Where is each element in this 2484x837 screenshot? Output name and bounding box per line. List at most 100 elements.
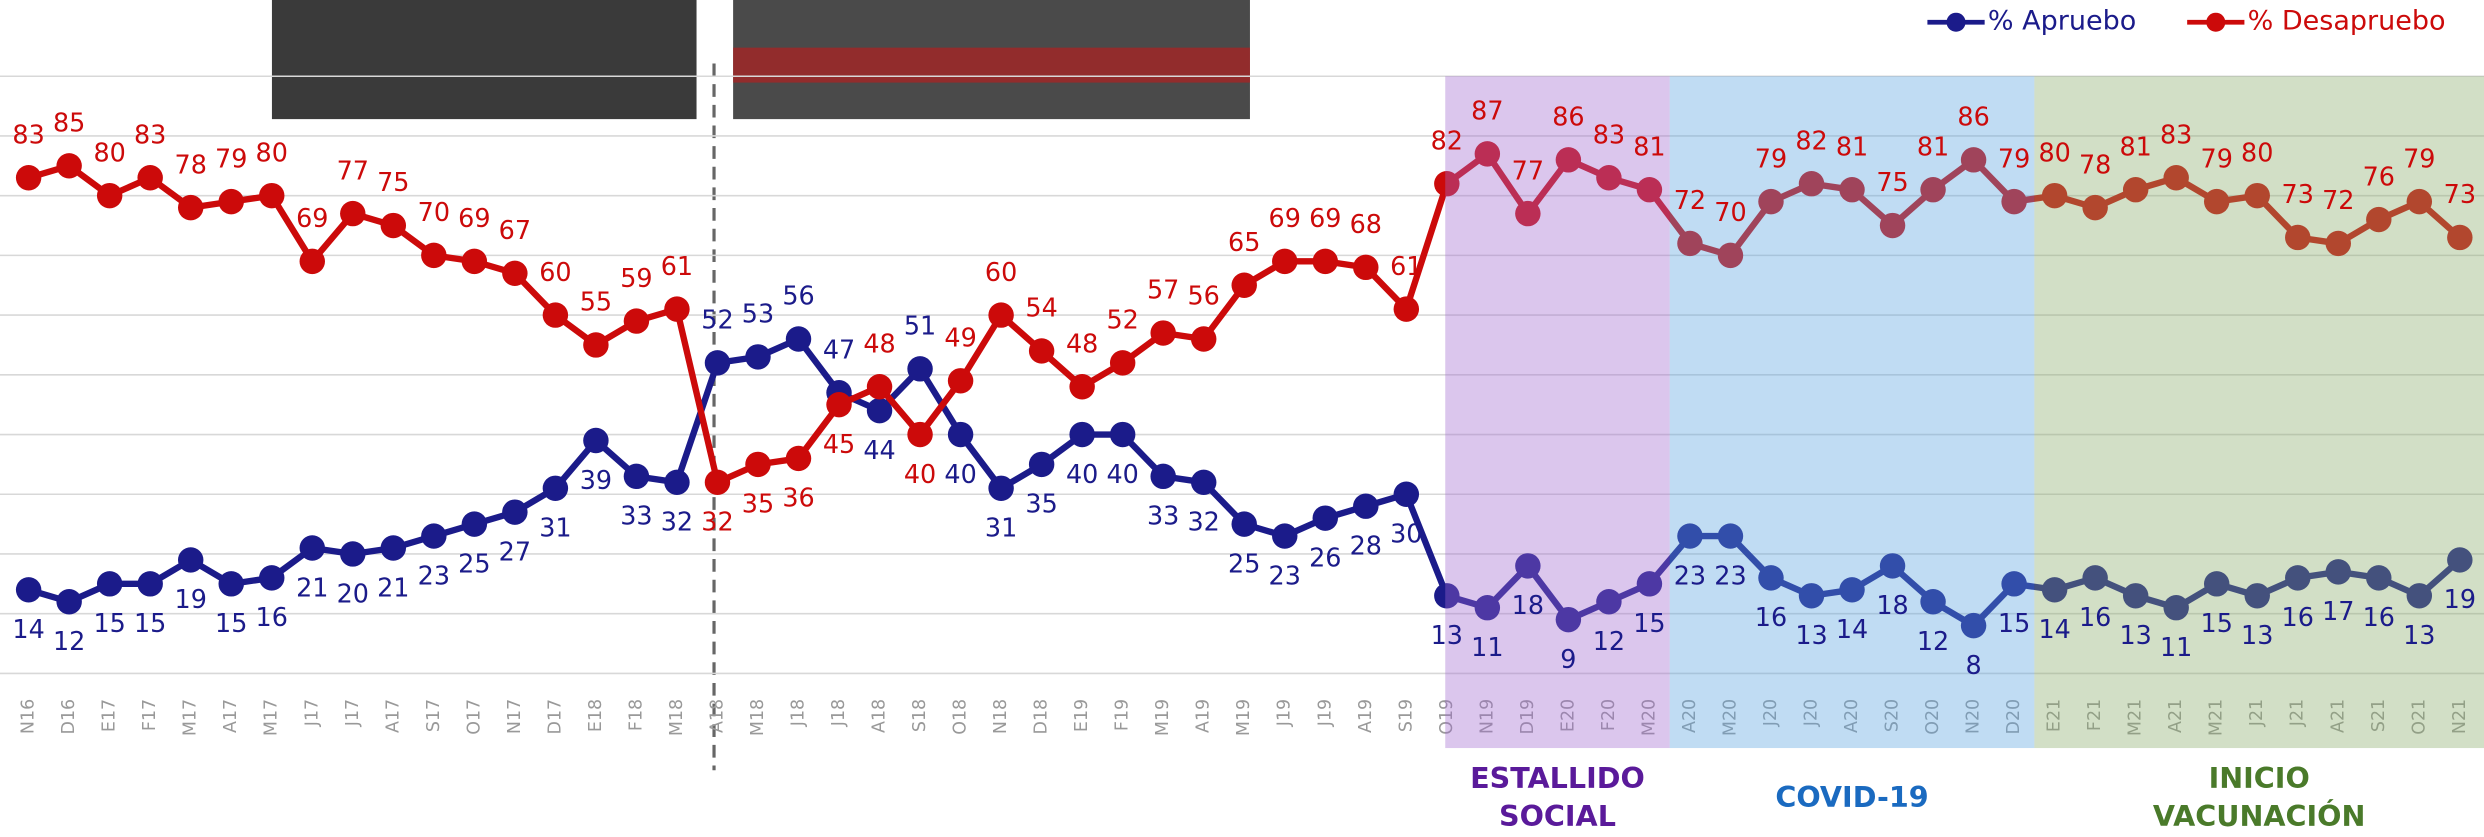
x-tick-label: E17 — [100, 699, 120, 732]
value-label: 86 — [1552, 102, 1584, 132]
value-label: 32 — [661, 507, 693, 537]
value-label: 14 — [12, 614, 44, 644]
point — [137, 165, 162, 190]
point — [907, 356, 932, 381]
value-label: 81 — [1836, 131, 1868, 161]
point — [340, 541, 365, 566]
value-label: 13 — [2241, 620, 2273, 650]
value-label: 23 — [1269, 560, 1301, 590]
x-tick-label: M19 — [1234, 699, 1254, 736]
value-label: 16 — [1755, 602, 1787, 632]
value-label: 83 — [12, 119, 44, 149]
point — [462, 511, 487, 536]
point — [1150, 464, 1175, 489]
point — [988, 302, 1013, 327]
point — [421, 523, 446, 548]
value-label: 65 — [1228, 227, 1260, 257]
legend-marker — [1946, 13, 1965, 32]
value-label: 12 — [1593, 626, 1625, 656]
point — [1394, 296, 1419, 321]
value-label: 85 — [53, 108, 85, 138]
legend-marker — [2206, 13, 2225, 32]
value-label: 79 — [2403, 143, 2435, 173]
x-tick-label: M17 — [181, 699, 201, 736]
value-label: 18 — [1512, 590, 1544, 620]
value-label: 12 — [53, 626, 85, 656]
x-tick-label: N18 — [991, 699, 1011, 734]
legend-label: % Apruebo — [1988, 6, 2136, 37]
value-label: 76 — [2363, 161, 2395, 191]
point — [178, 195, 203, 220]
point — [137, 571, 162, 596]
value-label: 15 — [134, 608, 166, 638]
point — [1029, 338, 1054, 363]
value-label: 78 — [175, 149, 207, 179]
point — [1313, 505, 1338, 530]
value-label: 21 — [296, 572, 328, 602]
value-label: 19 — [2444, 584, 2476, 614]
point — [1069, 374, 1094, 399]
x-tick-label: J18 — [788, 699, 808, 727]
point — [421, 243, 446, 268]
value-label: 11 — [2160, 632, 2192, 662]
value-label: 72 — [2322, 185, 2354, 215]
value-label: 61 — [1390, 251, 1422, 281]
value-label: 14 — [2038, 614, 2070, 644]
value-label: 18 — [1876, 590, 1908, 620]
value-label: 73 — [2444, 179, 2476, 209]
point — [664, 296, 689, 321]
value-label: 79 — [1755, 143, 1787, 173]
point — [745, 452, 770, 477]
point — [1272, 249, 1297, 274]
value-label: 80 — [2038, 137, 2070, 167]
value-label: 54 — [1025, 293, 1057, 323]
value-label: 68 — [1350, 209, 1382, 239]
value-label: 51 — [904, 311, 936, 341]
value-label: 20 — [337, 578, 369, 608]
value-label: 12 — [1917, 626, 1949, 656]
value-label: 11 — [1471, 632, 1503, 662]
value-label: 81 — [1917, 131, 1949, 161]
value-label: 26 — [1309, 542, 1341, 572]
value-label: 48 — [1066, 328, 1098, 358]
point — [340, 201, 365, 226]
value-label: 83 — [1593, 119, 1625, 149]
value-label: 72 — [1674, 185, 1706, 215]
value-label: 23 — [1674, 560, 1706, 590]
x-tick-label: J17 — [343, 699, 363, 727]
value-label: 23 — [1714, 560, 1746, 590]
point — [56, 589, 81, 614]
photo-detail — [733, 48, 1250, 83]
point — [16, 577, 41, 602]
value-label: 61 — [661, 251, 693, 281]
value-label: 16 — [2282, 602, 2314, 632]
value-label: 60 — [985, 257, 1017, 287]
value-label: 45 — [823, 429, 855, 459]
x-tick-label: M18 — [748, 699, 768, 736]
x-tick-label: A17 — [383, 699, 403, 733]
point — [259, 183, 284, 208]
value-label: 40 — [1066, 459, 1098, 489]
value-label: 25 — [458, 548, 490, 578]
point — [462, 249, 487, 274]
value-label: 15 — [215, 608, 247, 638]
period-label: SOCIAL — [1499, 799, 1616, 833]
point — [907, 422, 932, 447]
point — [988, 476, 1013, 501]
value-label: 17 — [2322, 596, 2354, 626]
value-label: 69 — [296, 203, 328, 233]
chart: N16D16E17F17M17A17M17J17J17A17S17O17N17D… — [0, 0, 2484, 837]
value-label: 33 — [620, 501, 652, 531]
value-label: 16 — [256, 602, 288, 632]
point — [97, 183, 122, 208]
x-tick-label: S17 — [424, 699, 444, 732]
value-label: 49 — [944, 323, 976, 353]
x-tick-label: N17 — [505, 699, 525, 734]
value-label: 87 — [1471, 96, 1503, 126]
point — [219, 571, 244, 596]
x-tick-label: J19 — [1275, 699, 1295, 727]
x-tick-label: M18 — [667, 699, 687, 736]
x-tick-label: A19 — [1194, 699, 1214, 733]
point — [624, 464, 649, 489]
point — [583, 428, 608, 453]
